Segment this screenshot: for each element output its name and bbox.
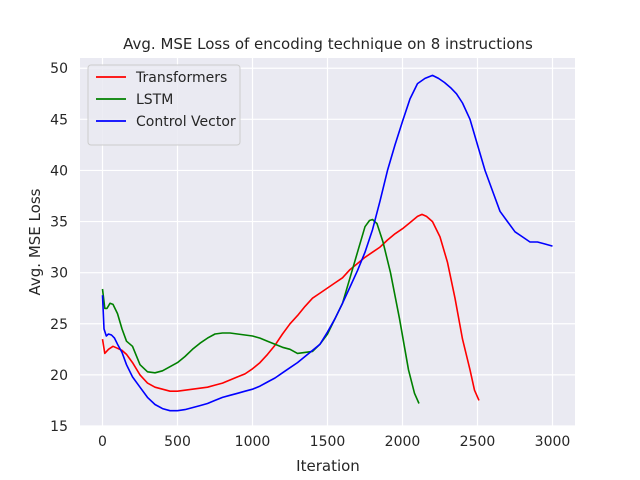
series-line-transformers [101, 213, 480, 401]
y-tick-label: 50 [50, 61, 68, 77]
legend-label-control-vector: Control Vector [136, 114, 236, 130]
legend-label-lstm: LSTM [136, 92, 173, 108]
x-tick-label: 1000 [235, 434, 271, 450]
series-lines [101, 74, 553, 412]
series-line-lstm [101, 218, 420, 404]
y-tick-label: 40 [50, 163, 68, 179]
series-line-control-vector [101, 74, 553, 412]
y-tick-label: 25 [50, 317, 68, 333]
y-tick-label: 45 [50, 112, 68, 128]
x-tick-label: 2000 [385, 434, 421, 450]
legend-label-transformers: Transformers [135, 70, 227, 86]
chart-title: Avg. MSE Loss of encoding technique on 8… [123, 35, 533, 53]
y-tick-label: 30 [50, 266, 68, 282]
x-axis-title: Iteration [296, 457, 360, 475]
y-tick-label: 20 [50, 368, 68, 384]
y-axis-title: Avg. MSE Loss [26, 188, 44, 295]
x-tick-label: 0 [98, 434, 107, 450]
y-tick-label: 35 [50, 215, 68, 231]
x-tick-label: 1500 [310, 434, 346, 450]
legend: Transformers LSTM Control Vector [87, 64, 241, 146]
x-tick-label: 2500 [460, 434, 496, 450]
legend-box [87, 64, 241, 146]
x-tick-label: 3000 [535, 434, 571, 450]
tick-labels: 0 500 1000 1500 2000 2500 3000 15 20 25 30 35 40 45 50 [50, 61, 570, 450]
y-tick-label: 15 [50, 419, 68, 435]
x-tick-label: 500 [164, 434, 191, 450]
